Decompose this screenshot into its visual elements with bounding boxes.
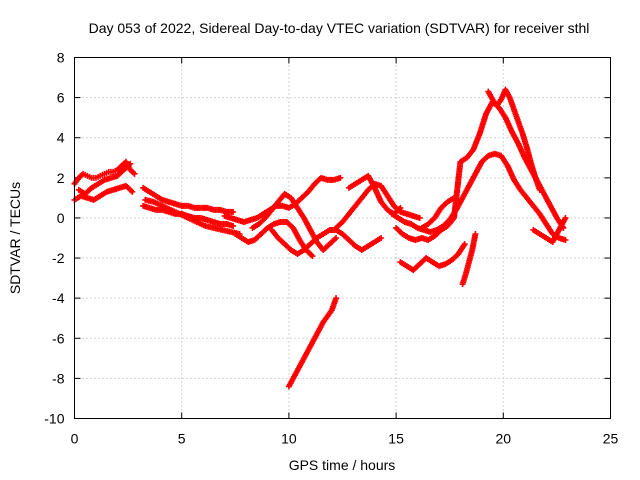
series-arc-c3	[249, 190, 340, 254]
y-tick-label: -2	[52, 250, 65, 266]
series-arc-e4	[418, 194, 457, 231]
data-point	[416, 214, 423, 221]
data-point	[230, 208, 237, 215]
data-point	[127, 160, 134, 167]
data-point	[397, 204, 404, 211]
data-point	[333, 235, 340, 241]
data-point	[461, 241, 468, 248]
series-arc-e3	[397, 241, 468, 274]
y-tick-label: -8	[52, 370, 65, 386]
series-arc-f3	[530, 214, 569, 246]
y-tick-label: 4	[57, 130, 65, 146]
data-point	[450, 194, 457, 201]
y-tick-label: 0	[57, 210, 65, 226]
y-tick-label: 6	[57, 90, 65, 106]
series-arc-c4	[268, 226, 385, 258]
series-arc-c5	[333, 180, 423, 231]
data-point	[472, 230, 479, 237]
y-tick-labels: -10 -8 -6 -4 -2 0 2 4 6 8	[44, 50, 64, 427]
y-tick-label: 2	[57, 170, 65, 186]
grid	[74, 57, 611, 419]
series-arc-e1	[388, 150, 569, 244]
x-tick-label: 0	[71, 431, 79, 447]
x-axis-label: GPS time / hours	[289, 457, 396, 473]
y-tick-label: -10	[44, 411, 64, 427]
data-point	[562, 214, 569, 221]
chart-title: Day 053 of 2022, Sidereal Day-to-day VTE…	[89, 20, 590, 36]
data-point	[230, 222, 237, 229]
series-arc-a3	[75, 160, 134, 197]
axis-ticks	[74, 57, 611, 419]
y-tick-label: 8	[57, 50, 65, 66]
data-point	[131, 170, 138, 177]
data-point	[337, 174, 344, 181]
x-tick-label: 25	[603, 431, 619, 447]
y-tick-label: -6	[52, 330, 65, 346]
data-point	[129, 188, 136, 195]
series-arc-f1	[459, 230, 479, 288]
data-point	[333, 295, 340, 302]
series-arc-f2	[485, 86, 543, 193]
plot-frame	[74, 57, 611, 419]
data-point	[562, 237, 569, 244]
y-axis-label: SDTVAR / TECUs	[7, 182, 23, 294]
data-points	[71, 86, 569, 390]
series-arc-a2	[71, 182, 136, 203]
series-arc-d1	[285, 295, 340, 390]
x-tick-label: 20	[496, 431, 512, 447]
series-arc-c6	[345, 172, 404, 217]
data-point	[309, 253, 316, 260]
x-tick-label: 15	[388, 431, 404, 447]
y-tick-label: -4	[52, 290, 65, 306]
series-arc-b1	[140, 184, 237, 215]
data-point	[536, 186, 543, 193]
data-point	[378, 235, 385, 241]
x-tick-label: 10	[281, 431, 297, 447]
x-tick-labels: 0 5 10 15 20 25	[71, 431, 619, 447]
x-tick-label: 5	[178, 431, 186, 447]
